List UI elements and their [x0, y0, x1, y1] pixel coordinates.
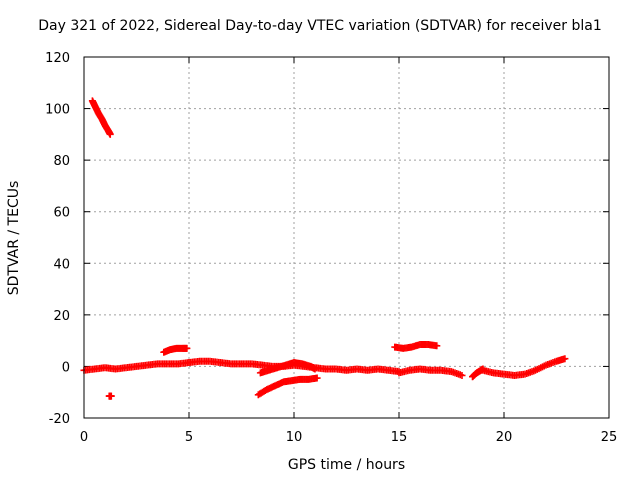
- x-tick-label: 20: [496, 430, 513, 445]
- grid-lines: [84, 57, 609, 418]
- y-tick-label: 0: [62, 360, 70, 375]
- y-tick-label: 80: [53, 154, 70, 169]
- y-tick-label: 20: [53, 309, 70, 324]
- data-point: [107, 392, 115, 400]
- x-tick-label: 5: [185, 430, 193, 445]
- tick-labels: 0 5 10 15 20 25 -20 0 20 40 60 80 100 120: [45, 51, 617, 445]
- y-tick-label: 120: [45, 51, 70, 66]
- plot-frame: [83, 56, 610, 419]
- data-point: [433, 342, 441, 350]
- data-point: [183, 344, 191, 352]
- x-tick-label: 10: [286, 430, 303, 445]
- data-point: [106, 130, 114, 138]
- chart-title: Day 321 of 2022, Sidereal Day-to-day VTE…: [38, 18, 602, 34]
- data-point: [458, 371, 466, 379]
- data-point: [313, 374, 321, 382]
- y-tick-label: 60: [53, 206, 70, 221]
- data-point: [311, 365, 319, 373]
- x-tick-label: 25: [601, 430, 618, 445]
- y-tick-label: 100: [45, 103, 70, 118]
- data-point: [561, 355, 569, 363]
- y-tick-label: -20: [49, 412, 70, 427]
- x-tick-label: 0: [80, 430, 88, 445]
- data-points: [80, 97, 569, 400]
- x-axis-label: GPS time / hours: [287, 457, 406, 473]
- x-tick-label: 15: [391, 430, 408, 445]
- y-tick-label: 40: [53, 257, 70, 272]
